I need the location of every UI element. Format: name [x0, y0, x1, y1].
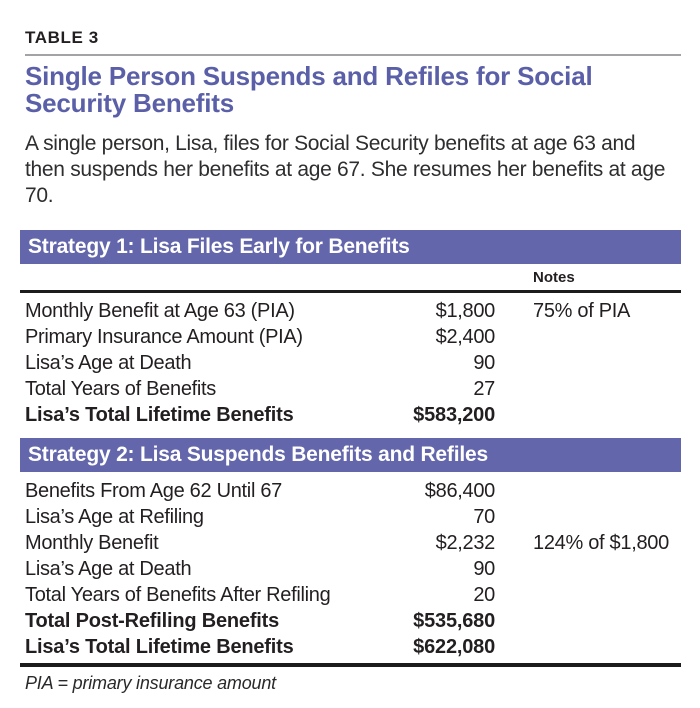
row-value: $2,400 — [435, 326, 496, 348]
table-row: Monthly Benefit $2,232 124% of $1,800 — [20, 530, 681, 556]
table-row: Total Years of Benefits 27 — [20, 376, 681, 402]
strategy-1-rows: Monthly Benefit at Age 63 (PIA) $1,800 7… — [20, 296, 681, 428]
row-note — [495, 608, 681, 634]
table-label: TABLE 3 — [25, 28, 99, 47]
row-label: Lisa’s Age at Death — [25, 558, 192, 580]
row-note: 124% of $1,800 — [533, 532, 669, 554]
strategy-1-section: Strategy 1: Lisa Files Early for Benefit… — [20, 230, 681, 428]
row-value: 90 — [473, 558, 495, 580]
strategy-2-header: Strategy 2: Lisa Suspends Benefits and R… — [20, 438, 681, 472]
empty-cell — [20, 267, 385, 289]
table-row: Lisa’s Age at Refiling 70 — [20, 504, 681, 530]
strategy-2-rows: Benefits From Age 62 Until 67 $86,400 Li… — [20, 472, 681, 660]
row-label: Monthly Benefit at Age 63 (PIA) — [25, 300, 295, 322]
row-value: $1,800 — [435, 300, 496, 322]
table-row: Lisa’s Age at Death 90 — [20, 556, 681, 582]
row-label: Lisa’s Total Lifetime Benefits — [25, 404, 294, 426]
row-value: 20 — [473, 584, 495, 606]
strategy-2-section: Strategy 2: Lisa Suspends Benefits and R… — [20, 438, 681, 660]
strategy-1-header: Strategy 1: Lisa Files Early for Benefit… — [20, 230, 681, 264]
row-note — [495, 402, 681, 428]
table-row-total: Lisa’s Total Lifetime Benefits $583,200 — [20, 402, 681, 428]
row-note: 75% of PIA — [533, 300, 631, 322]
table-row: Lisa’s Age at Death 90 — [20, 350, 681, 376]
row-label: Total Years of Benefits After Refiling — [25, 584, 331, 606]
table-row: Monthly Benefit at Age 63 (PIA) $1,800 7… — [20, 298, 681, 324]
row-value: 90 — [473, 352, 495, 374]
row-value: $622,080 — [413, 636, 495, 658]
description: A single person, Lisa, files for Social … — [25, 132, 666, 207]
table-row-total: Lisa’s Total Lifetime Benefits $622,080 — [20, 634, 681, 660]
row-value: $535,680 — [413, 610, 495, 632]
row-note — [495, 504, 681, 530]
row-note — [495, 582, 681, 608]
row-label: Total Post-Refiling Benefits — [25, 610, 280, 632]
column-header-row: Notes — [20, 267, 681, 289]
header-divider — [20, 290, 681, 293]
empty-cell — [385, 267, 495, 289]
table-row: Benefits From Age 62 Until 67 $86,400 — [20, 478, 681, 504]
row-note — [495, 478, 681, 504]
row-note — [495, 634, 681, 660]
row-label: Total Years of Benefits — [25, 378, 217, 400]
row-label: Primary Insurance Amount (PIA) — [25, 326, 303, 348]
row-label: Benefits From Age 62 Until 67 — [25, 480, 282, 502]
row-note — [495, 324, 681, 350]
row-value: 27 — [473, 378, 495, 400]
table-bottom-divider — [20, 663, 681, 667]
table-row: Total Years of Benefits After Refiling 2… — [20, 582, 681, 608]
row-label: Lisa’s Age at Death — [25, 352, 192, 374]
row-value: $2,232 — [435, 532, 496, 554]
row-label: Lisa’s Age at Refiling — [25, 506, 204, 528]
page-title: Single Person Suspends and Refiles for S… — [25, 61, 593, 118]
row-value: $583,200 — [413, 404, 495, 426]
row-note — [495, 376, 681, 402]
row-label: Monthly Benefit — [25, 532, 159, 554]
footnote: PIA = primary insurance amount — [25, 673, 276, 693]
table-label-divider — [25, 54, 681, 56]
row-note — [495, 350, 681, 376]
table-row-total: Total Post-Refiling Benefits $535,680 — [20, 608, 681, 634]
row-note — [495, 556, 681, 582]
row-label: Lisa’s Total Lifetime Benefits — [25, 636, 294, 658]
notes-column-header: Notes — [533, 269, 575, 286]
row-value: 70 — [473, 506, 495, 528]
table-row: Primary Insurance Amount (PIA) $2,400 — [20, 324, 681, 350]
row-value: $86,400 — [424, 480, 496, 502]
